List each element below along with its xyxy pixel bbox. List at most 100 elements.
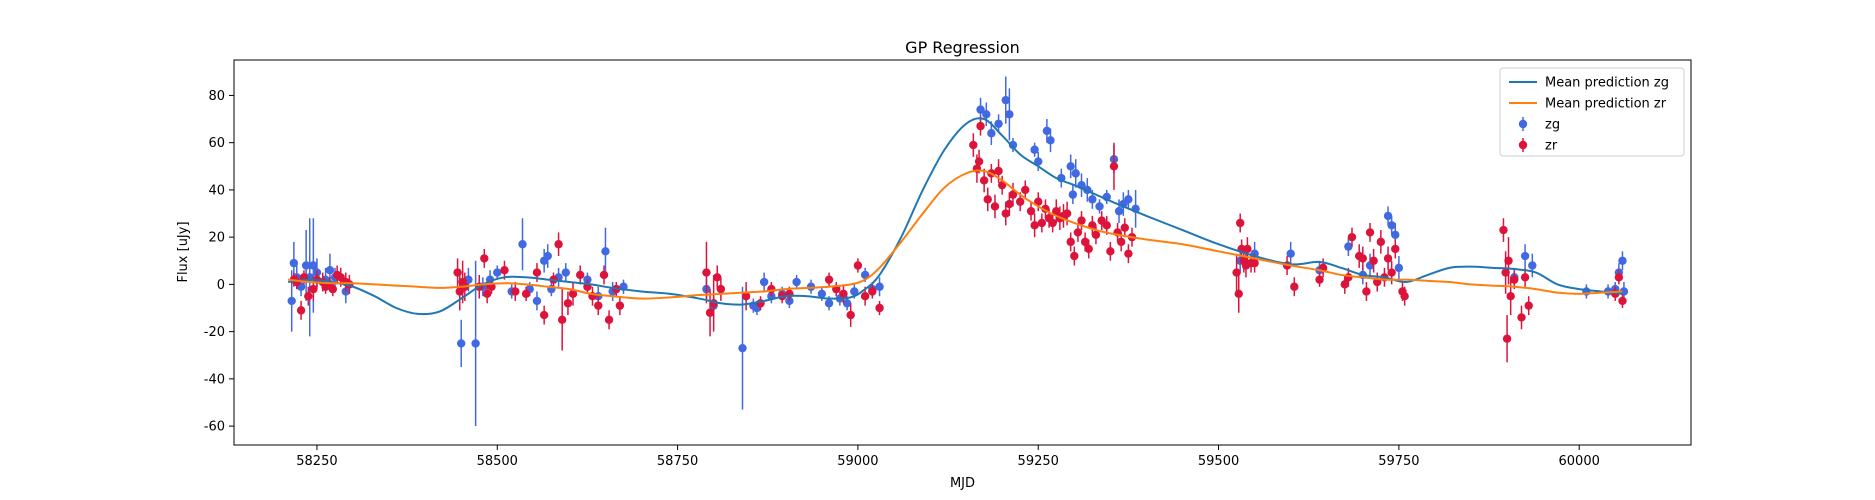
- y-tick-label: 0: [217, 278, 225, 293]
- zg-point: [1391, 231, 1399, 239]
- zr-point: [1243, 245, 1251, 253]
- zr-point: [702, 268, 710, 276]
- zr-point: [1400, 292, 1408, 300]
- legend-entry-label: zg: [1545, 118, 1560, 133]
- legend-marker-swatch: [1519, 141, 1527, 149]
- zr-point: [564, 299, 572, 307]
- zr-point: [975, 157, 983, 165]
- zr-point: [329, 285, 337, 293]
- zr-point: [861, 292, 869, 300]
- zg-point: [1521, 252, 1529, 260]
- zr-point: [847, 311, 855, 319]
- zr-point: [576, 271, 584, 279]
- zr-point: [540, 311, 548, 319]
- zr-point: [976, 122, 984, 130]
- x-tick-label: 59250: [1018, 454, 1059, 469]
- zr-point: [1070, 252, 1078, 260]
- y-tick-label: -40: [204, 372, 225, 387]
- zg-point: [760, 278, 768, 286]
- zr-point: [511, 287, 519, 295]
- zr-point: [1506, 292, 1514, 300]
- zr-point: [304, 292, 312, 300]
- zr-point: [483, 290, 491, 298]
- zr-point: [1016, 198, 1024, 206]
- zr-point: [717, 285, 725, 293]
- zg-point: [1046, 136, 1054, 144]
- zr-point: [1391, 245, 1399, 253]
- x-tick-label: 59750: [1378, 454, 1419, 469]
- zr-point: [991, 202, 999, 210]
- zr-point: [1348, 233, 1356, 241]
- zg-point: [1005, 110, 1013, 118]
- zg-point: [562, 268, 570, 276]
- zr-point: [1504, 257, 1512, 265]
- zg-point: [457, 339, 465, 347]
- zr-point: [1387, 268, 1395, 276]
- legend-marker-swatch: [1519, 120, 1527, 128]
- zr-point: [980, 176, 988, 184]
- zr-point: [1366, 228, 1374, 236]
- zg-point: [1618, 257, 1626, 265]
- zg-point: [1066, 162, 1074, 170]
- zr-point: [1236, 219, 1244, 227]
- y-tick-label: -60: [204, 420, 225, 435]
- zg-point: [493, 268, 501, 276]
- zr-point: [854, 261, 862, 269]
- zr-point: [1503, 335, 1511, 343]
- x-tick-label: 58500: [477, 454, 518, 469]
- zg-point: [1095, 202, 1103, 210]
- zr-point: [522, 290, 530, 298]
- zr-point: [1618, 297, 1626, 305]
- legend-entry-label: zr: [1545, 139, 1558, 154]
- zg-point: [544, 252, 552, 260]
- zg-point: [1528, 261, 1536, 269]
- zr-point: [1521, 273, 1529, 281]
- x-axis-label: MJD: [950, 476, 975, 491]
- x-tick-label: 59500: [1198, 454, 1239, 469]
- y-tick-label: 60: [208, 136, 225, 151]
- zr-point: [868, 287, 876, 295]
- zr-point: [533, 268, 541, 276]
- zr-point: [1117, 238, 1125, 246]
- zr-point: [1110, 162, 1118, 170]
- zr-point: [605, 316, 613, 324]
- zg-point: [987, 129, 995, 137]
- zr-point: [969, 141, 977, 149]
- zg-point: [1124, 195, 1132, 203]
- zg-point: [1115, 207, 1123, 215]
- zr-point: [984, 195, 992, 203]
- zr-point: [825, 275, 833, 283]
- y-tick-label: 40: [208, 183, 225, 198]
- zr-point: [1106, 247, 1114, 255]
- zg-point: [1088, 195, 1096, 203]
- y-axis-label: Flux [uJy]: [176, 221, 191, 282]
- zr-point: [480, 254, 488, 262]
- legend-entry-label: Mean prediction zr: [1545, 97, 1667, 112]
- zr-point: [1499, 226, 1507, 234]
- zr-point: [1066, 238, 1074, 246]
- zr-point: [1359, 254, 1367, 262]
- zr-point: [453, 268, 461, 276]
- zr-point: [1290, 283, 1298, 291]
- zg-point: [326, 266, 334, 274]
- zr-point: [1038, 219, 1046, 227]
- zg-point: [1072, 169, 1080, 177]
- x-tick-label: 58250: [296, 454, 337, 469]
- zr-point: [1377, 238, 1385, 246]
- zr-point: [1121, 223, 1129, 231]
- zg-point: [601, 247, 609, 255]
- x-tick-label: 60000: [1559, 454, 1600, 469]
- zg-point: [1069, 190, 1077, 198]
- zr-point: [1250, 259, 1258, 267]
- zr-point: [1063, 209, 1071, 217]
- zr-point: [594, 301, 602, 309]
- zg-point: [533, 297, 541, 305]
- zg-point: [875, 283, 883, 291]
- zr-point: [839, 290, 847, 298]
- zg-point: [288, 297, 296, 305]
- zr-point: [1615, 273, 1623, 281]
- zr-point: [1124, 249, 1132, 257]
- zr-point: [1021, 186, 1029, 194]
- zr-point: [558, 316, 566, 324]
